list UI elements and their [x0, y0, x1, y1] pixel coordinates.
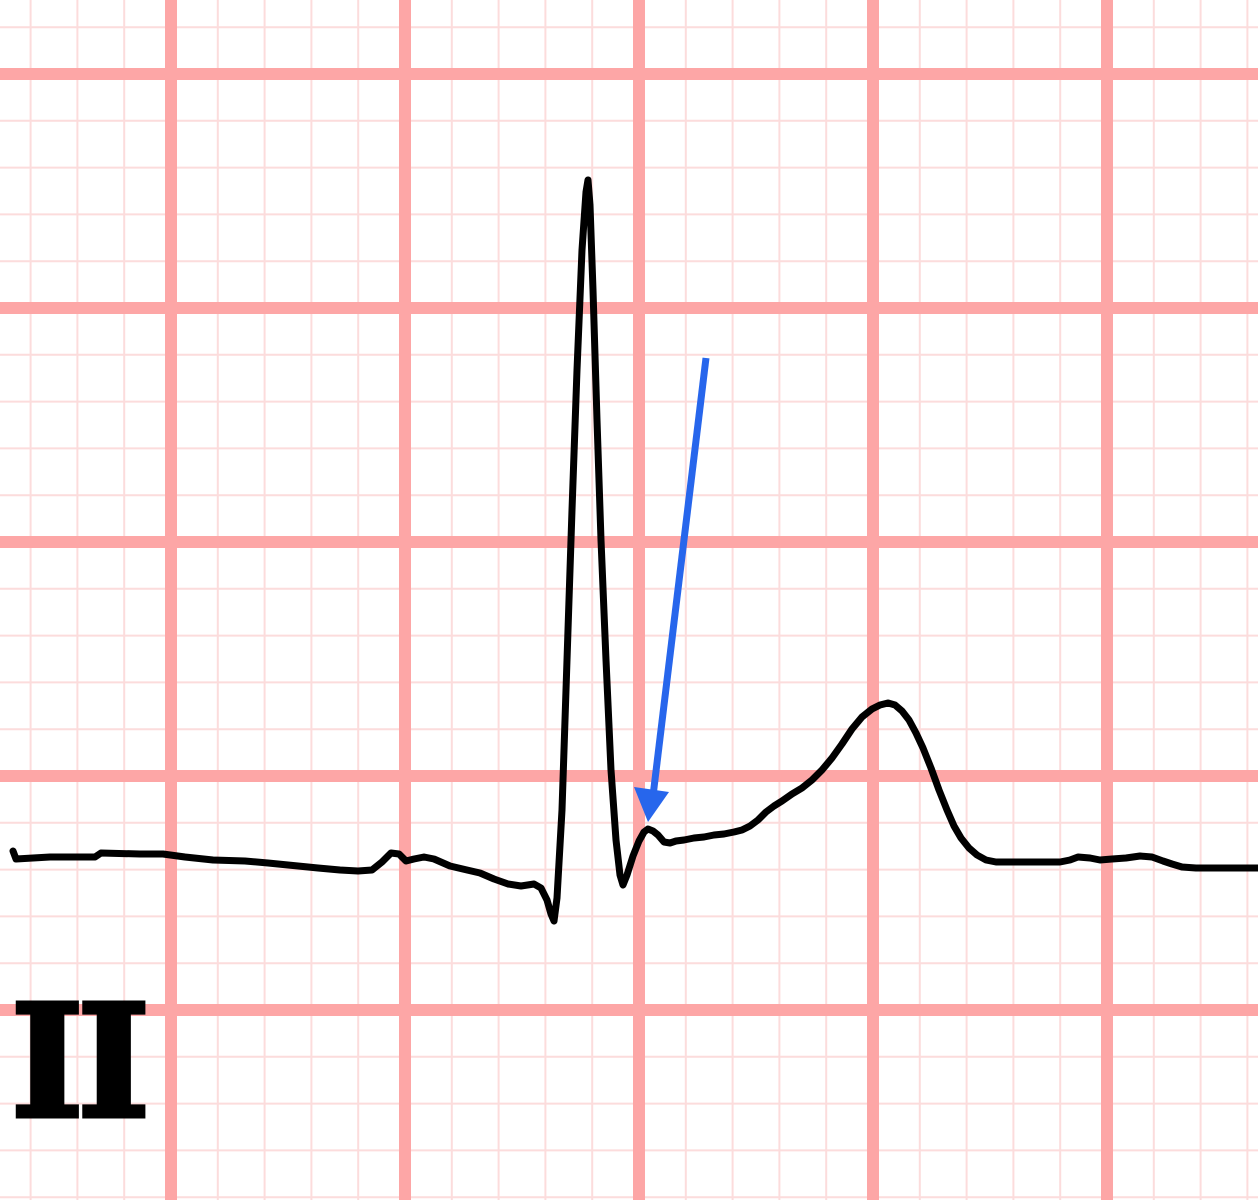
arrow-shaft — [649, 357, 710, 797]
lead-ii-label: II — [8, 970, 152, 1153]
ecg-trace — [9, 176, 1258, 925]
annotation-arrow — [634, 357, 710, 822]
arrow-head-icon — [634, 787, 669, 822]
